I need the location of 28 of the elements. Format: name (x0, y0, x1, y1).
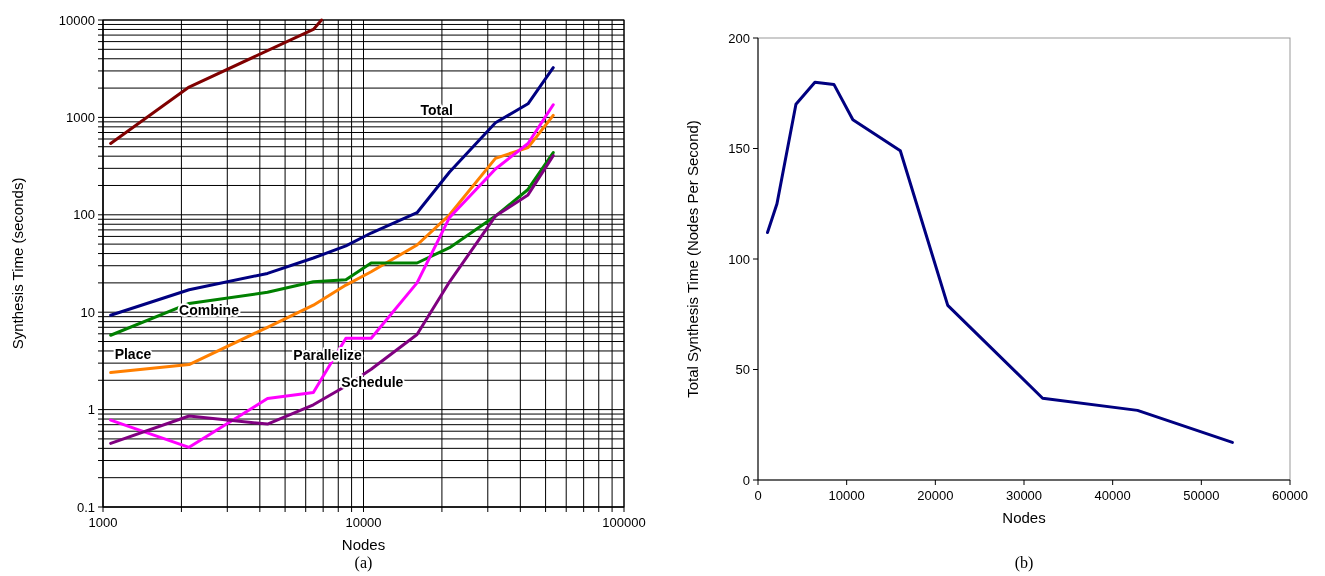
series-label: Place (114, 345, 152, 362)
x-tick-label: 10000 (345, 515, 382, 530)
x-axis-title: Nodes (341, 536, 386, 553)
x-tick-label: 60000 (1271, 488, 1309, 503)
x-axis-title: Nodes (1002, 509, 1046, 526)
y-tick-label: 100 (73, 207, 95, 223)
text: (b) (1014, 554, 1034, 572)
y-tick-label: 50 (735, 362, 750, 377)
text: (a) (354, 554, 373, 572)
y-tick-label: 0 (742, 472, 750, 488)
x-tick-label: 10000 (828, 488, 865, 503)
y-tick-label: 1000 (66, 109, 95, 125)
y-tick-label: 1 (87, 402, 95, 418)
y-tick-label: 100 (728, 251, 750, 267)
x-tick-label: 0 (754, 488, 762, 503)
y-tick-label: 150 (728, 141, 750, 156)
y-tick-label: 10 (80, 304, 95, 320)
x-tick-label: 20000 (917, 488, 954, 503)
x-tick-label: 50000 (1183, 488, 1220, 503)
x-tick-label: 30000 (1005, 488, 1043, 503)
y-axis-title: Total Synthesis Time (Nodes Per Second) (684, 120, 701, 398)
y-tick-label: 200 (728, 30, 750, 46)
y-tick-label: 10000 (58, 12, 95, 28)
x-tick-label: 40000 (1094, 488, 1131, 503)
y-tick-label: 0.1 (76, 499, 95, 515)
line-series (765, 80, 1234, 444)
x-tick-label: 100000 (602, 515, 646, 530)
y-axis-title: Synthesis Time (seconds) (9, 177, 26, 350)
